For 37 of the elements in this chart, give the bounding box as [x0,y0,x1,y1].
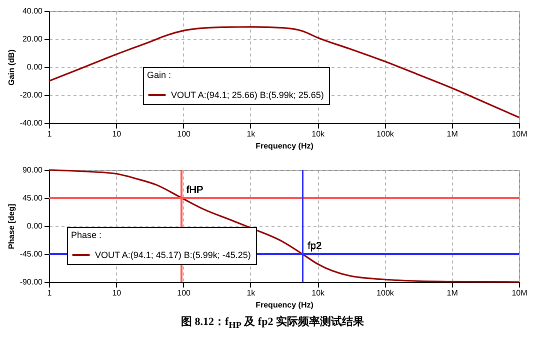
legend-label: VOUT A:(94.1; 25.66) B:(5.99k; 25.65) [171,90,324,100]
x-axis-title: Frequency (Hz) [256,300,314,310]
x-tick-label: 100 [177,288,192,298]
x-tick-label: 1k [246,130,256,138]
x-tick-label: 10M [512,130,528,138]
y-tick-label: -45.00 [20,250,44,258]
x-tick-label: 10 [112,130,122,138]
annotation: fHP [186,184,204,196]
caption: 图 8.12：f$_{HP}$ 及 fp2 实际频率测试结果 [180,314,365,330]
legend-title: Phase : [71,230,102,240]
x-tick-label: 1M [446,130,458,138]
x-tick-label: 1k [246,288,256,298]
x-tick-label: 1 [47,130,52,138]
x-tick-label: 1M [446,288,458,298]
annotation: fp2 [308,241,322,252]
x-tick-label: 10M [512,288,528,298]
y-tick-label: 0.00 [26,62,44,72]
x-axis-title: Frequency (Hz) [256,142,314,150]
y-tick-label: 0.00 [26,222,44,230]
y-tick-label: 45.00 [22,194,44,202]
x-tick-label: 10k [312,130,326,138]
y-tick-label: -90.00 [20,278,44,286]
x-tick-label: 10k [312,288,326,298]
legend-title: Gain : [147,70,172,80]
x-tick-label: 100k [376,288,395,298]
x-tick-label: 100k [376,130,395,138]
x-tick-label: 1 [47,288,52,298]
x-tick-label: 10 [112,288,122,298]
y-axis-title: Phase [deg] [6,203,16,250]
legend-label: VOUT A:(94.1; 45.17) B:(5.99k; -45.25) [95,250,251,260]
x-tick-label: 100 [177,130,192,138]
y-tick-label: 20.00 [22,34,44,44]
y-tick-label: -20.00 [20,90,44,100]
y-axis-title: Gain (dB) [6,49,16,86]
y-tick-label: -40.00 [20,118,44,128]
y-tick-label: 90.00 [22,166,44,174]
y-tick-label: 40.00 [22,6,44,16]
